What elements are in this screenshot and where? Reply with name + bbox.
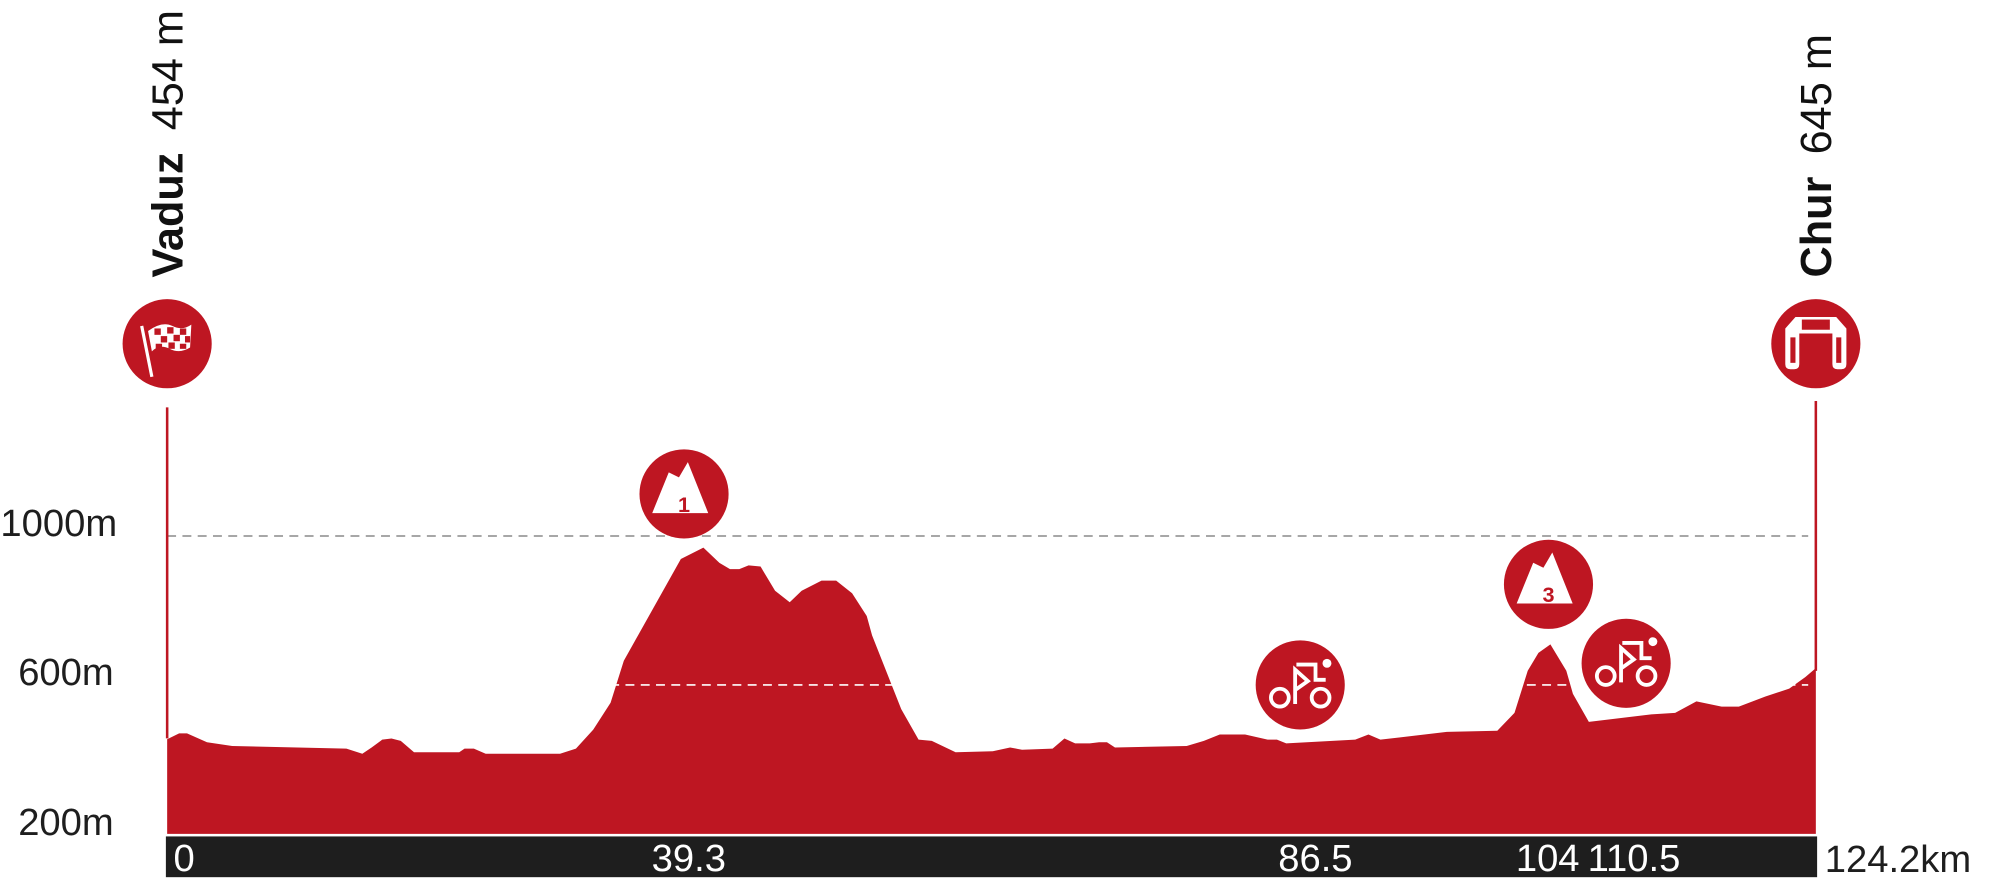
kom-category: 1 bbox=[678, 492, 690, 517]
start-town-altitude: 454 m bbox=[144, 10, 192, 130]
y-tick-200: 200m bbox=[18, 801, 114, 844]
finish-town-altitude: 645 m bbox=[1793, 34, 1841, 154]
sprint-marker-86-5 bbox=[1255, 640, 1345, 730]
x-tick-label: 39.3 bbox=[652, 837, 726, 880]
mountain-icon bbox=[652, 462, 709, 514]
kom-category: 3 bbox=[1542, 582, 1554, 607]
elevation-profile-area bbox=[167, 547, 1816, 834]
y-tick-1000: 1000m bbox=[0, 502, 117, 545]
finish-town-name: Chur bbox=[1793, 176, 1841, 277]
finish-town-label: Chur 645 m bbox=[1793, 34, 1841, 277]
checkered-flag-icon bbox=[122, 299, 212, 389]
cyclist-icon bbox=[1269, 662, 1332, 709]
start-town-name: Vaduz bbox=[144, 153, 192, 278]
x-tick-label: 0 bbox=[174, 837, 195, 880]
distance-axis-bar bbox=[165, 836, 1818, 878]
kom-marker-cat3: 3 bbox=[1503, 539, 1594, 629]
y-tick-600: 600m bbox=[18, 651, 114, 694]
cyclist-icon bbox=[1594, 641, 1658, 687]
x-tick-label: 110.5 bbox=[1588, 837, 1681, 880]
mountain-icon bbox=[1516, 552, 1573, 604]
sprint-marker-110-5 bbox=[1581, 618, 1671, 708]
x-tick-label: 104 bbox=[1516, 837, 1580, 880]
finish-arch-icon bbox=[1771, 299, 1861, 389]
start-town-label: Vaduz 454 m bbox=[144, 10, 192, 277]
kom-marker-cat1: 1 bbox=[639, 449, 729, 539]
x-axis-end-label: 124.2km bbox=[1825, 838, 1971, 881]
x-tick-label: 86.5 bbox=[1278, 837, 1352, 880]
